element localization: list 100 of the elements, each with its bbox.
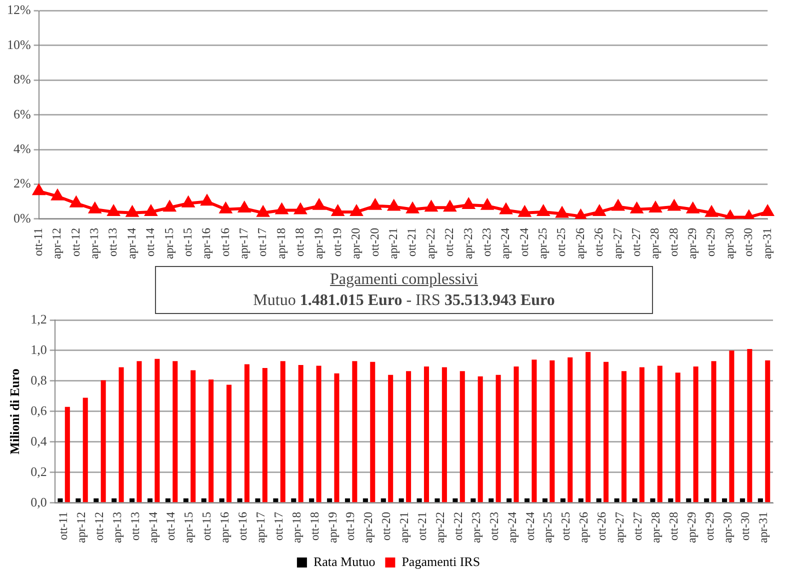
x-tick-label: apr-19 [311,228,326,259]
bar [532,360,537,502]
y-tick-label: 6% [13,106,31,122]
bar [352,361,358,502]
bar [388,374,394,502]
bar [298,364,304,502]
bar [621,371,626,502]
bar [82,398,88,502]
bar [604,362,609,502]
bar [578,498,584,502]
x-tick-label: ott-21 [404,228,419,257]
x-tick-label: ott-13 [128,512,142,541]
x-tick-label: apr-15 [162,228,176,259]
bar [747,348,752,502]
bar [362,498,368,502]
x-tick-label: apr-14 [124,228,138,259]
bar [488,498,494,502]
bar [452,498,458,502]
x-tick-label: ott-12 [92,512,106,541]
bar [614,498,620,502]
bar [226,384,232,502]
bar [524,498,530,502]
x-tick-label: apr-16 [218,512,232,543]
x-tick-label: apr-23 [460,228,475,259]
bar [208,379,214,502]
x-tick-label: apr-16 [199,228,214,259]
x-tick-label: apr-31 [756,512,770,543]
y-axis-title: Milioni di Euro [7,368,22,454]
bar [460,371,465,502]
x-tick-label: ott-17 [271,512,286,541]
bar [722,498,728,502]
y-tick-label: 10% [6,36,31,52]
x-tick-label: apr-30 [722,228,736,259]
bar [765,360,770,502]
y-tick-label: 0,0 [30,494,47,510]
x-tick-label: ott-23 [486,512,501,541]
bar [370,362,376,502]
x-tick-label: ott-24 [522,512,537,541]
x-tick-label: apr-13 [87,228,102,259]
x-tick-label: apr-18 [289,512,304,543]
x-tick-label: ott-27 [628,228,643,257]
bar [154,358,160,502]
y-tick-label: 8% [13,72,31,87]
x-tick-label: apr-28 [648,228,662,259]
y-tick-label: 0,2 [30,464,47,479]
bar [506,498,512,502]
x-tick-label: apr-20 [361,512,376,543]
x-tick-label: ott-29 [704,228,718,257]
x-tick-label: ott-18 [292,228,307,257]
x-tick-label: apr-17 [253,512,268,543]
bar [291,498,296,502]
y-tick-label: 12% [6,2,31,18]
x-tick-label: apr-20 [348,228,363,259]
bar [406,371,412,502]
x-tick-label: ott-12 [68,228,82,257]
bar [280,361,286,502]
bar [442,367,447,502]
bar [327,498,332,502]
bar [596,498,602,502]
x-tick-label: ott-11 [56,512,70,540]
bar [58,498,63,502]
bar [650,498,656,502]
bar [560,498,566,502]
text-box: Pagamenti complessivi Mutuo 1.481.015 Euro - IRS 35.513.943 Euro [155,266,653,314]
x-tick-label: apr-29 [685,228,700,259]
bar [237,498,242,502]
x-tick-label: ott-23 [479,228,494,257]
x-tick-label: ott-24 [516,228,531,257]
x-tick-label: apr-12 [74,512,88,543]
x-tick-label: apr-26 [572,228,587,259]
bar [94,498,99,502]
bar [693,366,698,502]
x-tick-label: ott-28 [666,512,680,541]
bar [64,406,70,502]
x-tick-label: apr-22 [423,228,438,259]
bar [496,374,501,502]
x-tick-label: ott-25 [558,512,573,541]
bar [165,498,170,502]
x-tick-label: ott-27 [630,512,645,541]
x-tick-label: apr-27 [612,512,627,543]
bar [668,498,674,502]
bar [729,350,734,502]
bar [568,357,573,502]
bar [470,498,476,502]
bar [542,498,548,502]
x-tick-label: ott-21 [415,512,430,541]
bar [586,352,591,502]
y-tick-label: 2% [13,176,31,191]
x-tick-label: apr-30 [720,512,734,543]
x-tick-label: apr-19 [325,512,340,543]
bar [273,498,278,502]
y-tick-label: 1,2 [30,311,47,326]
bar [262,368,268,502]
x-tick-label: apr-14 [146,512,160,543]
bar [255,498,260,502]
bar [244,364,250,502]
x-tick-label: ott-30 [738,512,752,541]
x-tick-label: ott-30 [741,228,756,257]
x-tick-label: apr-28 [648,512,662,543]
bar [740,498,745,502]
